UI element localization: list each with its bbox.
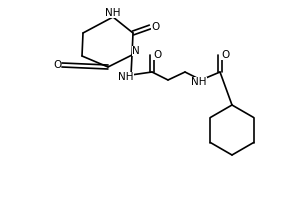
Text: NH: NH [105, 8, 121, 18]
Text: NH: NH [191, 77, 207, 87]
Text: O: O [53, 60, 61, 70]
Text: N: N [132, 46, 140, 56]
Text: NH: NH [118, 72, 134, 82]
Text: O: O [151, 22, 159, 32]
Text: O: O [221, 50, 229, 60]
Text: O: O [153, 50, 161, 60]
